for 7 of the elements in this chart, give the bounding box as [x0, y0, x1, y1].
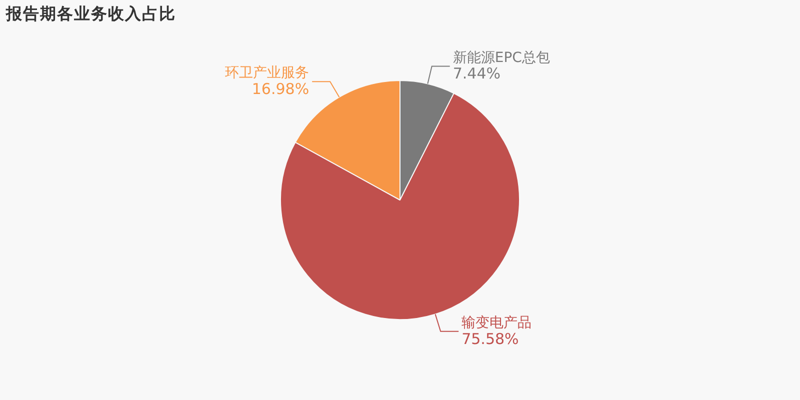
- slice-label: 环卫产业服务: [225, 65, 310, 82]
- slice-label: 新能源EPC总包: [452, 50, 550, 66]
- text: 报告期各业务收入占比: [6, 4, 176, 25]
- data-label: 7.44%: [452, 64, 501, 83]
- data-label: 16.98%: [252, 80, 310, 98]
- slice-label: 输变电产品: [462, 315, 532, 332]
- data-label: 75.58%: [462, 330, 519, 348]
